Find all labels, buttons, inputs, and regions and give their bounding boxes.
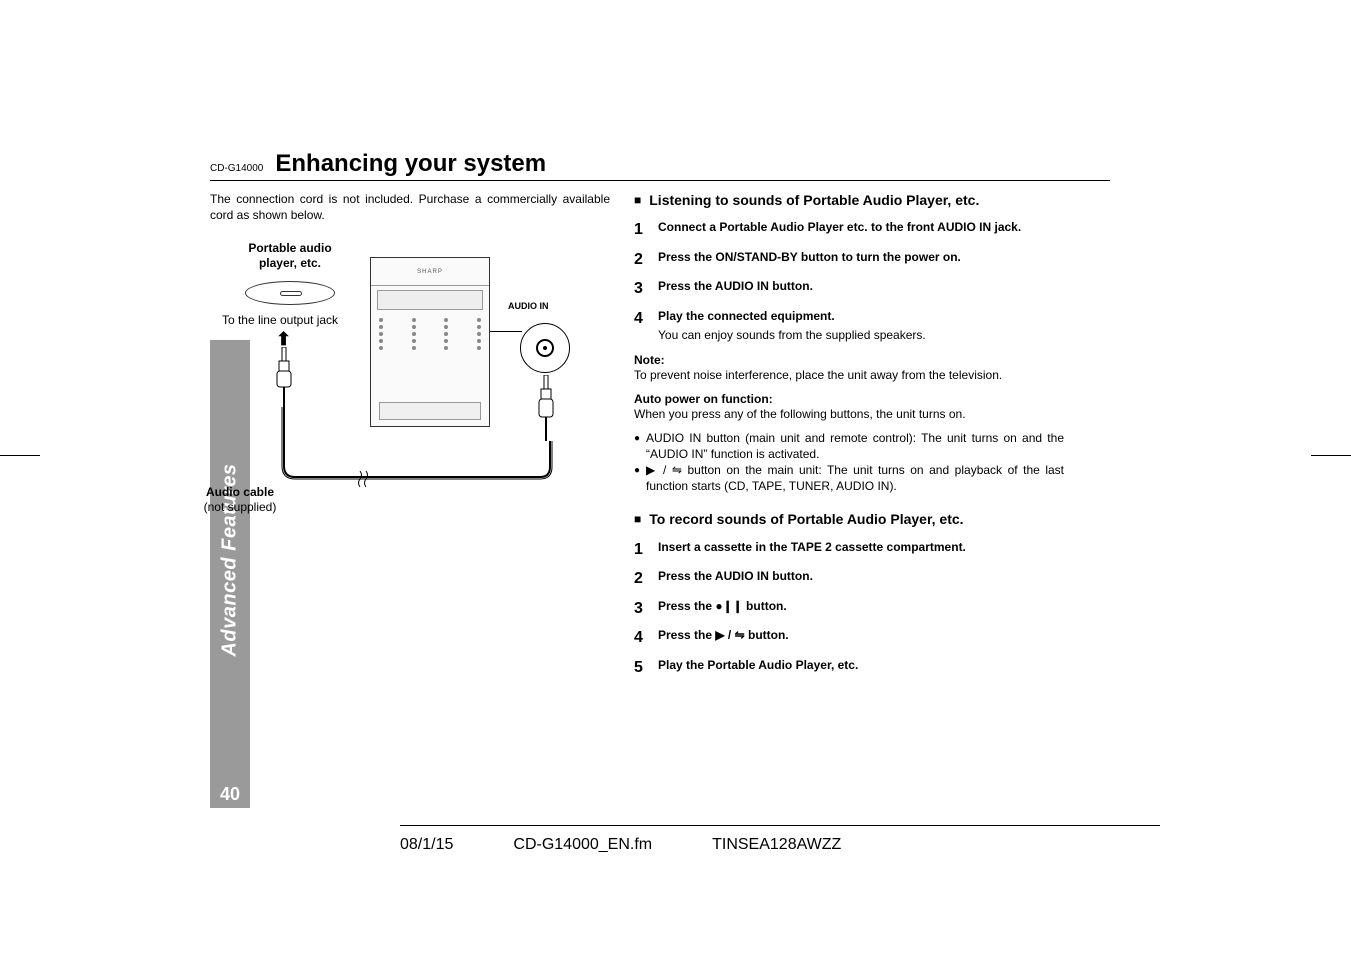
auto-power-heading: Auto power on function: [634, 392, 1064, 406]
step-text: Insert a cassette in the TAPE 2 cassette… [658, 539, 966, 561]
record-step-4: 4 Press the ▶ / ⇋ button. [634, 627, 1064, 649]
listen-step-1: 1 Connect a Portable Audio Player etc. t… [634, 219, 1064, 241]
step-number: 3 [634, 278, 648, 300]
auto-b2-rest: button on the main unit: The unit turns … [646, 463, 1064, 493]
two-column-layout: The connection cord is not included. Pur… [210, 191, 1110, 687]
play-icon: ▶ [646, 463, 657, 477]
brand-label: SHARP [417, 269, 443, 275]
step4-main: Play the connected equipment. [658, 309, 835, 323]
auto-bullet-1: ● AUDIO IN button (main unit and remote … [634, 430, 1064, 462]
audio-in-label: AUDIO IN [508, 301, 549, 311]
right-column: ■ Listening to sounds of Portable Audio … [634, 191, 1064, 687]
step-number: 3 [634, 598, 648, 620]
auto-bullet-1-text: AUDIO IN button (main unit and remote co… [646, 430, 1064, 462]
record-step-5: 5 Play the Portable Audio Player, etc. [634, 657, 1064, 679]
step4-sub: You can enjoy sounds from the supplied s… [658, 327, 926, 343]
section-record-head: ■ To record sounds of Portable Audio Pla… [634, 510, 1064, 528]
step-text: Play the Portable Audio Player, etc. [658, 657, 858, 679]
cable-caption-line1: Audio cable [206, 485, 274, 499]
stereo-tape-deck [379, 402, 481, 420]
jack-icon [536, 339, 554, 357]
step-number: 5 [634, 657, 648, 679]
step-text: Press the ●❙❙ button. [658, 598, 787, 620]
auto-b2-sep: / [657, 463, 671, 477]
note-heading: Note: [634, 353, 1064, 367]
step-text: Connect a Portable Audio Player etc. to … [658, 219, 1021, 241]
bullet-icon: ● [634, 464, 640, 494]
step-number: 2 [634, 568, 648, 590]
auto-bullet-2: ● ▶ / ⇋ button on the main unit: The uni… [634, 462, 1064, 494]
stereo-top: SHARP [371, 258, 489, 286]
page-title: Enhancing your system [275, 150, 546, 178]
page-number: 40 [210, 780, 250, 808]
stereo-buttons [371, 314, 489, 354]
step-text: Press the ON/STAND-BY button to turn the… [658, 249, 961, 271]
listen-step-3: 3 Press the AUDIO IN button. [634, 278, 1064, 300]
footer-code: TINSEA128AWZZ [712, 836, 841, 854]
crop-mark [1311, 455, 1351, 456]
step-number: 4 [634, 308, 648, 343]
step-text: Press the ▶ / ⇋ button. [658, 627, 789, 649]
footer: 08/1/15 CD-G14000_EN.fm TINSEA128AWZZ [400, 825, 1160, 854]
section-listening-title: Listening to sounds of Portable Audio Pl… [649, 191, 979, 209]
left-column: The connection cord is not included. Pur… [210, 191, 610, 687]
page-content: CD-G14000 Enhancing your system The conn… [210, 150, 1110, 687]
footer-date: 08/1/15 [400, 836, 453, 854]
note-body: To prevent noise interference, place the… [634, 367, 1064, 383]
record-step-2: 2 Press the AUDIO IN button. [634, 568, 1064, 590]
section-record-title: To record sounds of Portable Audio Playe… [649, 510, 963, 528]
stereo-display [377, 290, 483, 310]
step-number: 4 [634, 627, 648, 649]
listen-step-2: 2 Press the ON/STAND-BY button to turn t… [634, 249, 1064, 271]
step-number: 2 [634, 249, 648, 271]
listen-step-4: 4 Play the connected equipment. You can … [634, 308, 1064, 343]
audio-plug-right-icon [536, 375, 556, 445]
callout-leader-line [490, 331, 522, 332]
footer-file: CD-G14000_EN.fm [513, 836, 652, 854]
auto-bullet-2-text: ▶ / ⇋ button on the main unit: The unit … [646, 462, 1064, 494]
auto-power-intro: When you press any of the following butt… [634, 406, 1064, 422]
stereo-unit-icon: SHARP [370, 257, 490, 427]
step-text: Press the AUDIO IN button. [658, 278, 813, 300]
record-step-1: 1 Insert a cassette in the TAPE 2 casset… [634, 539, 1064, 561]
intro-text: The connection cord is not included. Pur… [210, 191, 610, 223]
square-bullet-icon: ■ [634, 193, 641, 209]
step-text: Press the AUDIO IN button. [658, 568, 813, 590]
step-number: 1 [634, 219, 648, 241]
bullet-icon: ● [634, 432, 640, 462]
swap-icon: ⇋ [672, 463, 682, 477]
record-step-3: 3 Press the ●❙❙ button. [634, 598, 1064, 620]
cable-caption: Audio cable (not supplied) [170, 485, 310, 515]
step-text: Play the connected equipment. You can en… [658, 308, 926, 343]
section-listening-head: ■ Listening to sounds of Portable Audio … [634, 191, 1064, 209]
step-number: 1 [634, 539, 648, 561]
model-code: CD-G14000 [210, 163, 263, 176]
square-bullet-icon: ■ [634, 512, 641, 528]
cable-caption-line2: (not supplied) [204, 500, 277, 514]
header: CD-G14000 Enhancing your system [210, 150, 1110, 181]
connection-diagram: Portable audio player, etc. To the line … [210, 241, 590, 541]
crop-mark [0, 455, 40, 456]
